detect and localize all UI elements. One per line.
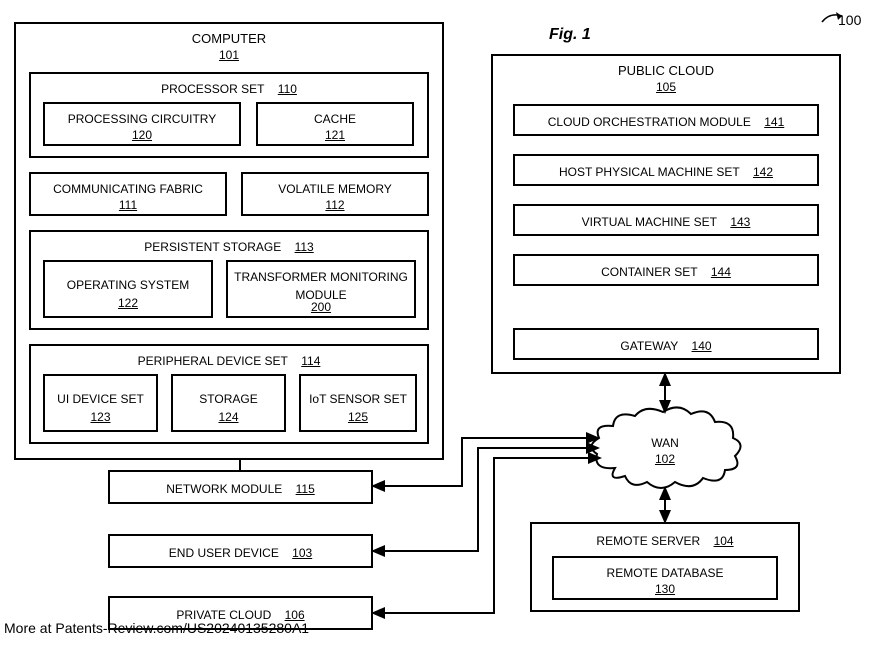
processing-circuitry-label: PROCESSING CIRCUITRY [68,112,216,126]
end-user-device-ref: 103 [292,546,312,560]
iot-sensor-set-label: IoT SENSOR SET [309,392,407,406]
remote-database-box: REMOTE DATABASE 130 [552,556,778,600]
processing-circuitry-ref: 120 [132,128,152,142]
public-cloud-label: PUBLIC CLOUD [618,63,714,78]
figure-label: Fig. 1 [549,26,591,44]
cloud-orchestration-box: CLOUD ORCHESTRATION MODULE 141 [513,104,819,136]
computer-ref: 101 [219,48,239,62]
processor-set-box: PROCESSOR SET 110 PROCESSING CIRCUITRY 1… [29,72,429,158]
end-user-device-box: END USER DEVICE 103 [108,534,373,568]
container-set-ref: 144 [711,265,731,279]
system-reference: 100 [838,12,861,28]
processing-circuitry-box: PROCESSING CIRCUITRY 120 [43,102,241,146]
transformer-monitoring-box: TRANSFORMER MONITORING MODULE 200 [226,260,416,318]
container-set-box: CONTAINER SET 144 [513,254,819,286]
virtual-machine-ref: 143 [730,215,750,229]
network-module-ref: 115 [296,482,315,496]
wan-ref: 102 [655,452,675,466]
host-physical-machine-label: HOST PHYSICAL MACHINE SET [559,165,740,179]
virtual-machine-box: VIRTUAL MACHINE SET 143 [513,204,819,236]
wan-cloud: WAN 102 [585,398,745,498]
volatile-memory-label: VOLATILE MEMORY [278,182,392,196]
cache-label: CACHE [314,112,356,126]
network-module-label: NETWORK MODULE [166,482,282,496]
persistent-storage-label: PERSISTENT STORAGE [144,240,281,254]
cloud-orchestration-ref: 141 [764,115,784,129]
computer-box: COMPUTER 101 PROCESSOR SET 110 PROCESSIN… [14,22,444,460]
operating-system-ref: 122 [118,296,138,310]
virtual-machine-label: VIRTUAL MACHINE SET [582,215,717,229]
cloud-orchestration-label: CLOUD ORCHESTRATION MODULE [548,115,751,129]
gateway-ref: 140 [692,339,712,353]
remote-database-ref: 130 [655,582,675,596]
processor-set-ref: 110 [278,82,297,96]
persistent-storage-box: PERSISTENT STORAGE 113 OPERATING SYSTEM … [29,230,429,330]
operating-system-label: OPERATING SYSTEM [67,278,189,292]
host-physical-machine-box: HOST PHYSICAL MACHINE SET 142 [513,154,819,186]
operating-system-box: OPERATING SYSTEM 122 [43,260,213,318]
communicating-fabric-box: COMMUNICATING FABRIC 111 [29,172,227,216]
end-user-device-label: END USER DEVICE [169,546,279,560]
cache-box: CACHE 121 [256,102,414,146]
peripheral-device-set-ref: 114 [301,354,320,368]
storage-box: STORAGE 124 [171,374,286,432]
host-physical-machine-ref: 142 [753,165,773,179]
network-module-box: NETWORK MODULE 115 [108,470,373,504]
volatile-memory-box: VOLATILE MEMORY 112 [241,172,429,216]
iot-sensor-set-ref: 125 [348,410,368,424]
processor-set-label: PROCESSOR SET [161,82,264,96]
remote-server-label: REMOTE SERVER [596,534,700,548]
persistent-storage-ref: 113 [295,240,314,254]
remote-server-box: REMOTE SERVER 104 REMOTE DATABASE 130 [530,522,800,612]
gateway-box: GATEWAY 140 [513,328,819,360]
volatile-memory-ref: 112 [325,198,344,212]
communicating-fabric-label: COMMUNICATING FABRIC [53,182,203,196]
storage-label: STORAGE [199,392,257,406]
storage-ref: 124 [218,410,238,424]
peripheral-device-set-label: PERIPHERAL DEVICE SET [138,354,288,368]
footer-text: More at Patents-Review.com/US20240135280… [4,620,309,636]
iot-sensor-set-box: IoT SENSOR SET 125 [299,374,417,432]
ui-device-set-ref: 123 [90,410,110,424]
cache-ref: 121 [325,128,345,142]
container-set-label: CONTAINER SET [601,265,697,279]
public-cloud-box: PUBLIC CLOUD 105 CLOUD ORCHESTRATION MOD… [491,54,841,374]
communicating-fabric-ref: 111 [119,198,137,212]
remote-server-ref: 104 [714,534,734,548]
wan-label: WAN [651,436,679,450]
ui-device-set-box: UI DEVICE SET 123 [43,374,158,432]
peripheral-device-set-box: PERIPHERAL DEVICE SET 114 UI DEVICE SET … [29,344,429,444]
gateway-label: GATEWAY [620,339,678,353]
ui-device-set-label: UI DEVICE SET [57,392,144,406]
public-cloud-ref: 105 [656,80,676,94]
transformer-monitoring-ref: 200 [311,300,331,314]
remote-database-label: REMOTE DATABASE [607,566,724,580]
computer-label: COMPUTER [192,31,266,46]
